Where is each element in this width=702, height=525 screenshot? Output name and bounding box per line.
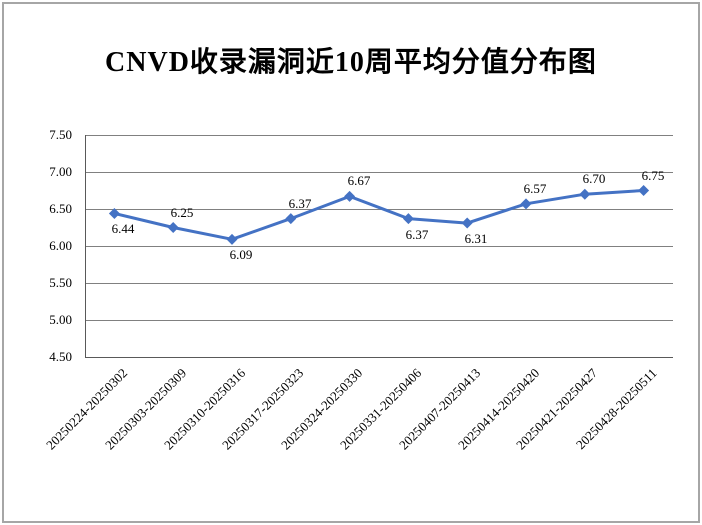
y-axis-tick-label: 5.50 [49, 275, 72, 290]
series-line [108, 185, 650, 245]
data-point-marker [108, 207, 120, 219]
y-axis-line [85, 135, 86, 357]
gridline [85, 209, 673, 210]
data-label: 6.37 [405, 227, 429, 242]
y-axis-tick-label: 5.00 [49, 312, 72, 327]
gridline [85, 135, 673, 136]
data-label: 6.67 [347, 173, 371, 188]
y-axis-tick-label: 7.00 [49, 164, 72, 179]
data-label: 6.44 [111, 221, 135, 236]
data-label: 6.09 [229, 247, 253, 262]
data-point-marker [461, 217, 473, 229]
y-axis-tick-label: 7.50 [49, 127, 72, 142]
data-point-marker [520, 198, 532, 210]
y-axis-tick-label: 6.00 [49, 238, 72, 253]
gridline [85, 283, 673, 284]
data-point-marker [579, 188, 591, 200]
gridline [85, 246, 673, 247]
data-point-marker [344, 190, 356, 202]
data-point-marker [638, 185, 650, 196]
data-point-marker [226, 233, 238, 245]
data-point-marker [285, 213, 297, 225]
data-label: 6.37 [288, 196, 312, 211]
x-axis-line [85, 357, 673, 358]
data-point-marker [402, 213, 414, 225]
y-axis-tick-label: 4.50 [49, 349, 72, 364]
data-point-marker [167, 222, 179, 233]
chart-title: CNVD收录漏洞近10周平均分值分布图 [105, 47, 597, 78]
data-label: 6.75 [641, 168, 665, 183]
data-label: 6.70 [582, 171, 606, 186]
data-label: 6.25 [170, 205, 194, 220]
gridline [85, 172, 673, 173]
data-label: 6.31 [464, 231, 488, 246]
y-axis-tick-label: 6.50 [49, 201, 72, 216]
gridline [85, 320, 673, 321]
data-label: 6.57 [523, 181, 547, 196]
